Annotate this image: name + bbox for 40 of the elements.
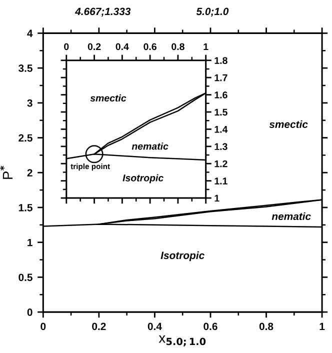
y-tick-label: 3.5 [18,64,32,72]
y-tick-label: 0 [27,308,32,316]
x-axis-title: x$_{5.0;1.0}$ [158,335,206,346]
y-tick-label: 1.5 [18,204,32,212]
y-tick-label: 1.8 [214,57,228,64]
y-tick-label: 1.4 [214,126,228,133]
y-tick-label: 0.5 [18,274,32,282]
y-tick-label: 1.6 [214,92,228,98]
x-tick-label: 0.4 [148,322,162,330]
x-tick-label: 0.6 [144,43,156,50]
y-tick-label: 1.3 [214,143,228,150]
x-tick-label: 0.4 [116,43,129,50]
annotation: nematic [132,142,168,150]
x-tick-label: 1 [320,322,325,330]
x-tick-label: 0.8 [259,322,274,330]
annotation: smectic [90,94,126,102]
annotation: Isotropic [160,251,204,262]
annotation: smectic [269,120,308,128]
annotation: Isotropic [122,174,164,184]
text: 4.667;1.333 [74,8,131,17]
annotation: nematic [272,212,311,220]
y-tick-label: 3 [27,99,32,107]
text: 5.0;1.0 [196,8,229,17]
y-tick-label: 1.2 [214,160,228,168]
y-tick-label: 2.5 [18,134,32,142]
x-tick-label: 0 [40,322,46,330]
y-tick-label: 1.1 [214,178,228,184]
x-tick-label: 0.2 [88,43,101,50]
x-tick-label: 1 [204,43,208,50]
y-axis-title: P$^{*}$ [0,166,12,179]
x-tick-label: 0.2 [92,322,106,330]
y-tick-label: 1.5 [214,108,228,116]
y-tick-label: 4 [27,30,33,37]
y-tick-label: 1.7 [214,74,228,82]
y-tick-label: 1 [214,194,220,202]
x-tick-label: 0 [64,43,69,50]
y-tick-label: 2 [27,169,32,176]
y-tick-label: 1 [28,238,32,246]
x-tick-label: 0.8 [172,43,184,50]
x-tick-label: 0.6 [204,322,218,330]
